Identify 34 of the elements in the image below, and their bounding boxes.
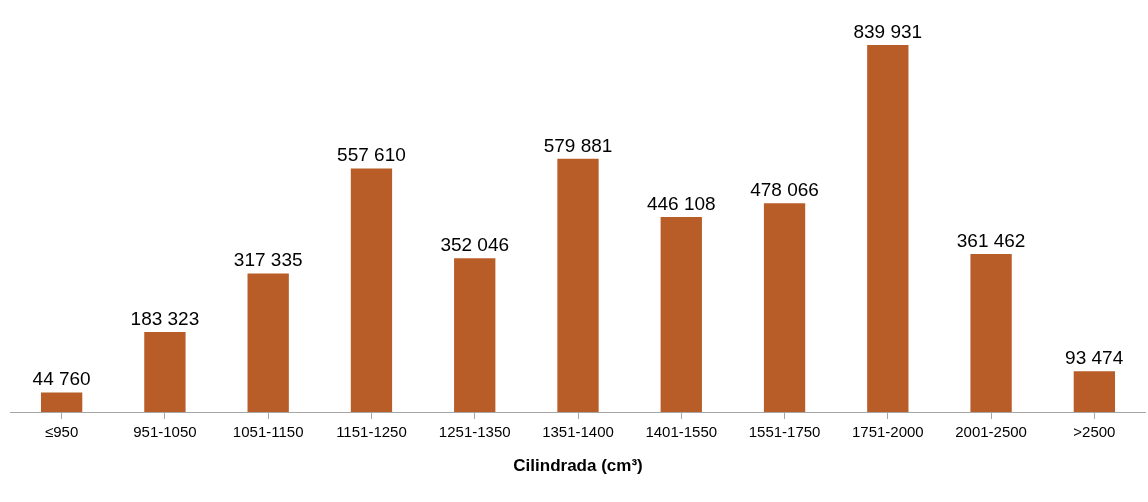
- bar: [40, 392, 83, 412]
- x-tick-label: >2500: [1073, 423, 1116, 440]
- bar: [454, 258, 496, 412]
- x-tick-label: 1401-1550: [645, 423, 718, 440]
- data-label: 361 462: [956, 230, 1026, 252]
- x-tick-label: ≤950: [45, 423, 79, 440]
- data-label: 478 066: [750, 179, 819, 201]
- x-tick-label: 951-1050: [133, 423, 197, 440]
- data-label: 93 474: [1065, 347, 1124, 369]
- data-label: 579 881: [543, 134, 613, 156]
- bar: [247, 273, 289, 412]
- x-tick-label: 1251-1350: [438, 423, 511, 440]
- bar: [970, 254, 1012, 412]
- bar: [144, 331, 186, 412]
- x-tick-label: 1551-1750: [748, 423, 821, 440]
- data-label: 839 931: [853, 21, 923, 43]
- data-label: 352 046: [440, 234, 510, 256]
- bar: [1073, 371, 1116, 412]
- x-tick-label: 1351-1400: [542, 423, 614, 440]
- data-label: 317 335: [233, 249, 303, 271]
- data-label: 446 108: [646, 193, 716, 215]
- x-tick-label: 1151-1250: [336, 423, 407, 440]
- bar: [867, 45, 909, 412]
- bar: [350, 168, 393, 412]
- bar: [557, 158, 599, 412]
- data-label: 557 610: [337, 144, 406, 166]
- bar: [660, 217, 702, 412]
- x-tick-label: 2001-2500: [955, 423, 1027, 440]
- x-tick-label: 1051-1150: [232, 423, 304, 440]
- data-label: 44 760: [32, 368, 91, 390]
- bar: [763, 203, 806, 412]
- x-axis-title: Cilindrada (cm³): [513, 456, 643, 476]
- x-tick-label: 1751-2000: [851, 423, 924, 440]
- data-label: 183 323: [130, 307, 200, 329]
